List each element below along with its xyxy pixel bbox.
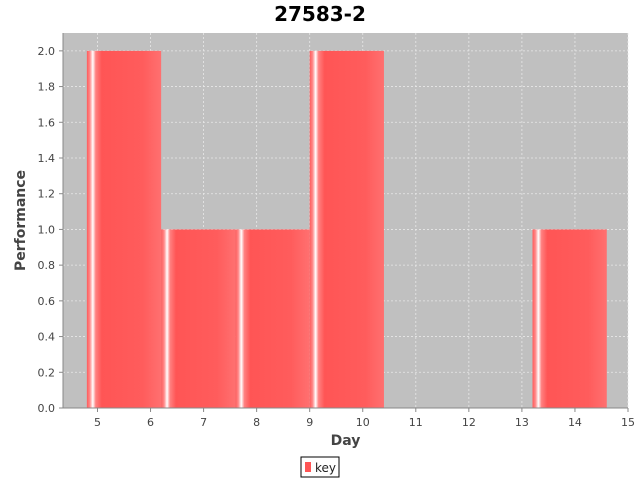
y-tick-label: 0.0 [38,402,56,415]
y-tick-label: 0.2 [38,366,56,379]
x-tick-label: 5 [94,416,101,429]
y-axis-ticks: 0.0 0.2 0.4 0.6 0.8 1.0 1.2 1.4 1.6 1.8 2.0 [38,45,63,415]
x-tick-label: 10 [356,416,370,429]
bar [161,229,236,408]
y-tick-label: 2.0 [38,45,56,58]
x-tick-label: 12 [462,416,476,429]
y-tick-label: 0.8 [38,259,56,272]
x-tick-label: 14 [568,416,582,429]
chart-title: 27583-2 [274,2,366,26]
x-tick-label: 13 [515,416,529,429]
x-axis-label: Day [331,433,361,449]
x-tick-label: 6 [147,416,154,429]
y-tick-label: 1.0 [38,223,56,236]
y-tick-label: 1.6 [38,116,56,129]
x-axis-ticks: 5 6 7 8 9 10 11 12 13 14 15 [94,408,635,429]
y-tick-label: 0.4 [38,331,56,344]
legend-label: key [315,461,336,475]
bar [86,50,162,408]
legend: key [300,456,340,478]
x-tick-label: 7 [200,416,207,429]
bar [309,50,384,408]
x-tick-label: 9 [306,416,313,429]
y-tick-label: 0.6 [38,295,56,308]
y-tick-label: 1.4 [38,152,56,165]
x-tick-label: 15 [621,416,635,429]
y-tick-label: 1.2 [38,188,56,201]
legend-swatch [305,462,311,472]
x-tick-label: 11 [409,416,423,429]
bar [532,229,607,408]
bar [235,229,310,408]
y-axis-label: Performance [13,170,29,271]
x-tick-label: 8 [253,416,260,429]
y-tick-label: 1.8 [38,81,56,94]
bars [86,50,607,408]
